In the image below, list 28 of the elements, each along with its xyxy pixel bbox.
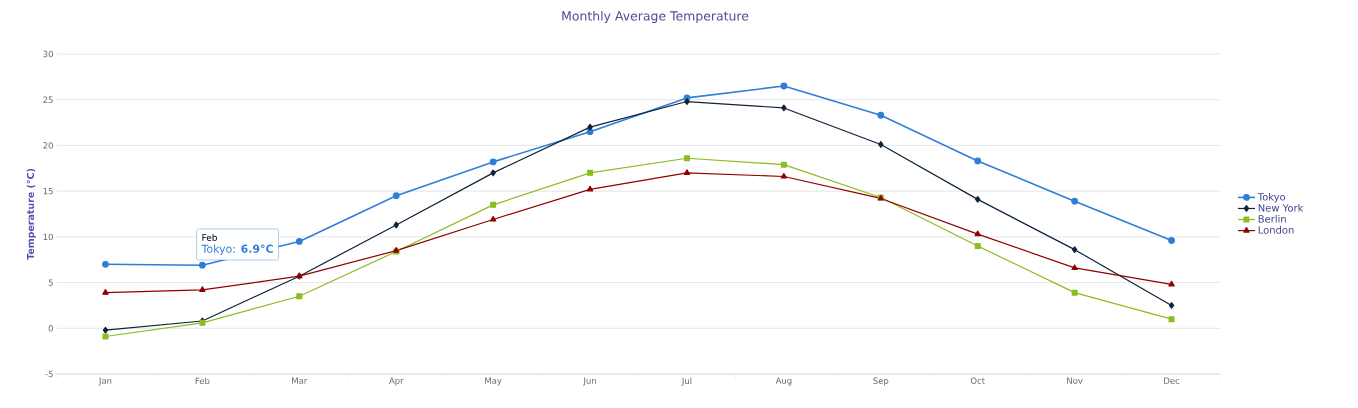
- x-tick-label: Aug: [775, 377, 792, 386]
- y-tick-label: 0: [48, 325, 53, 332]
- y-tick-label: -5: [45, 370, 53, 378]
- legend-label: Tokyo: [1257, 192, 1286, 203]
- legend-label: Berlin: [1258, 214, 1286, 223]
- x-tick-label: Nov: [1067, 377, 1083, 384]
- annotation: Feb: [202, 233, 217, 241]
- x-tick-label: Oct: [970, 377, 985, 384]
- y-tick-label: 30: [43, 50, 53, 58]
- x-tick-label: May: [485, 377, 502, 386]
- y-tick-label: 5: [48, 279, 53, 286]
- x-tick-label: Sep: [873, 377, 889, 386]
- x-tick-label: Jan: [98, 377, 112, 386]
- y-tick-label: 20: [43, 142, 53, 149]
- annotation: Tokyo: 6.9°C: [201, 244, 273, 255]
- y-axis-title: Temperature (°C): [26, 168, 36, 260]
- y-tick-label: 25: [43, 96, 53, 103]
- y-tick-label: 15: [43, 188, 53, 195]
- legend-label: London: [1258, 226, 1294, 234]
- x-tick-label: Apr: [388, 377, 404, 386]
- y-tick-label: 10: [43, 233, 53, 241]
- x-tick-label: Feb: [195, 377, 210, 385]
- x-tick-label: Jul: [681, 377, 692, 386]
- chart-title: Monthly Average Temperature: [562, 10, 749, 24]
- x-tick-label: Dec: [1164, 377, 1180, 384]
- x-tick-label: Mar: [292, 377, 308, 384]
- x-tick-label: Jun: [583, 377, 596, 386]
- legend-label: New York: [1258, 203, 1304, 212]
